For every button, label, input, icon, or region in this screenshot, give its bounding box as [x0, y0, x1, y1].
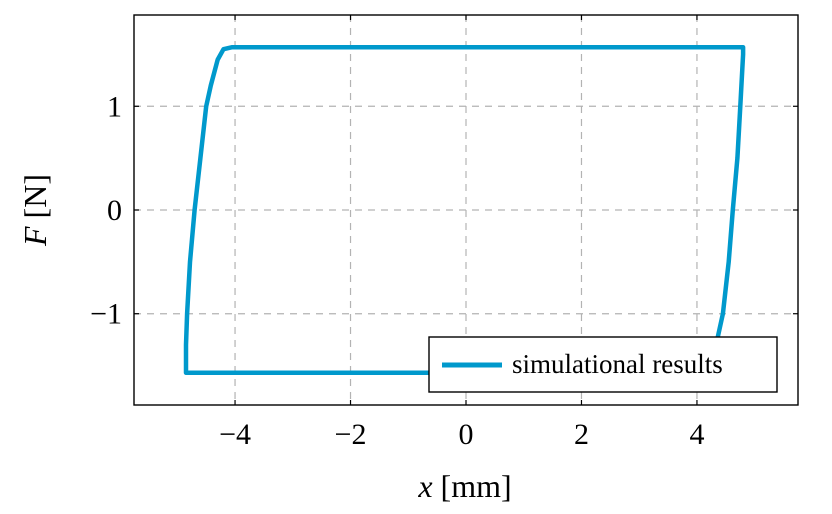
- y-tick-label: 1: [107, 90, 122, 123]
- y-axis-unit: [N]: [17, 174, 53, 218]
- x-tick-label: 4: [689, 418, 704, 451]
- x-axis-unit: [mm]: [441, 468, 512, 504]
- y-axis-ticks: −1 0 1: [90, 90, 798, 331]
- x-tick-label: 0: [459, 418, 474, 451]
- legend-label: simulational results: [512, 349, 723, 379]
- x-axis-ticks: −4 −2 0 2 4: [219, 15, 704, 451]
- grid: [134, 15, 798, 405]
- x-axis-variable: x: [417, 468, 432, 504]
- x-tick-label: 2: [574, 418, 589, 451]
- y-tick-label: −1: [90, 298, 122, 331]
- legend: simulational results: [428, 336, 778, 393]
- x-tick-label: −2: [335, 418, 367, 451]
- y-tick-label: 0: [107, 194, 122, 227]
- x-axis-label: x [mm]: [417, 468, 511, 504]
- y-axis-variable: F: [17, 226, 53, 247]
- y-axis-label: F [N]: [17, 174, 53, 247]
- x-tick-label: −4: [219, 418, 251, 451]
